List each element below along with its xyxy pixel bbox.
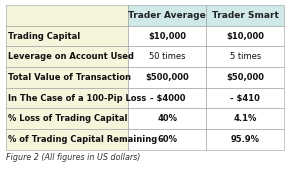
Bar (6, 108, 128, 129)
Text: - $4000: - $4000 (150, 94, 185, 102)
Bar (206, 46, 284, 67)
Bar (128, 108, 206, 129)
Bar (206, 5, 284, 26)
Bar (206, 108, 284, 129)
Text: % of Trading Capital Remaining: % of Trading Capital Remaining (8, 135, 157, 144)
Text: 5 times: 5 times (230, 52, 261, 61)
Text: Trading Capital: Trading Capital (8, 32, 80, 41)
Bar (128, 67, 206, 88)
Bar (206, 129, 284, 150)
Bar (6, 67, 128, 88)
Bar (128, 26, 206, 46)
Text: Leverage on Account Used: Leverage on Account Used (8, 52, 134, 61)
Bar (6, 46, 128, 67)
Bar (128, 129, 206, 150)
Bar (128, 5, 206, 26)
Text: 50 times: 50 times (149, 52, 186, 61)
Text: 95.9%: 95.9% (231, 135, 260, 144)
Bar (6, 129, 128, 150)
Text: $50,000: $50,000 (226, 73, 264, 82)
Text: Figure 2 (All figures in US dollars): Figure 2 (All figures in US dollars) (6, 153, 140, 162)
Text: Total Value of Transaction: Total Value of Transaction (8, 73, 131, 82)
Bar (6, 5, 128, 26)
Bar (6, 26, 128, 46)
Bar (128, 46, 206, 67)
Text: - $410: - $410 (230, 94, 260, 102)
Text: $10,000: $10,000 (148, 32, 186, 41)
Text: $500,000: $500,000 (145, 73, 189, 82)
Bar (128, 88, 206, 108)
Text: 60%: 60% (157, 135, 177, 144)
Text: 40%: 40% (157, 114, 177, 123)
Text: In The Case of a 100-Pip Loss: In The Case of a 100-Pip Loss (8, 94, 146, 102)
Bar (206, 26, 284, 46)
Text: Trader Average: Trader Average (128, 11, 206, 20)
Text: % Loss of Trading Capital: % Loss of Trading Capital (8, 114, 128, 123)
Bar (206, 88, 284, 108)
Text: 4.1%: 4.1% (233, 114, 257, 123)
Bar (206, 67, 284, 88)
Text: Trader Smart: Trader Smart (212, 11, 279, 20)
Bar (6, 88, 128, 108)
Text: $10,000: $10,000 (226, 32, 264, 41)
